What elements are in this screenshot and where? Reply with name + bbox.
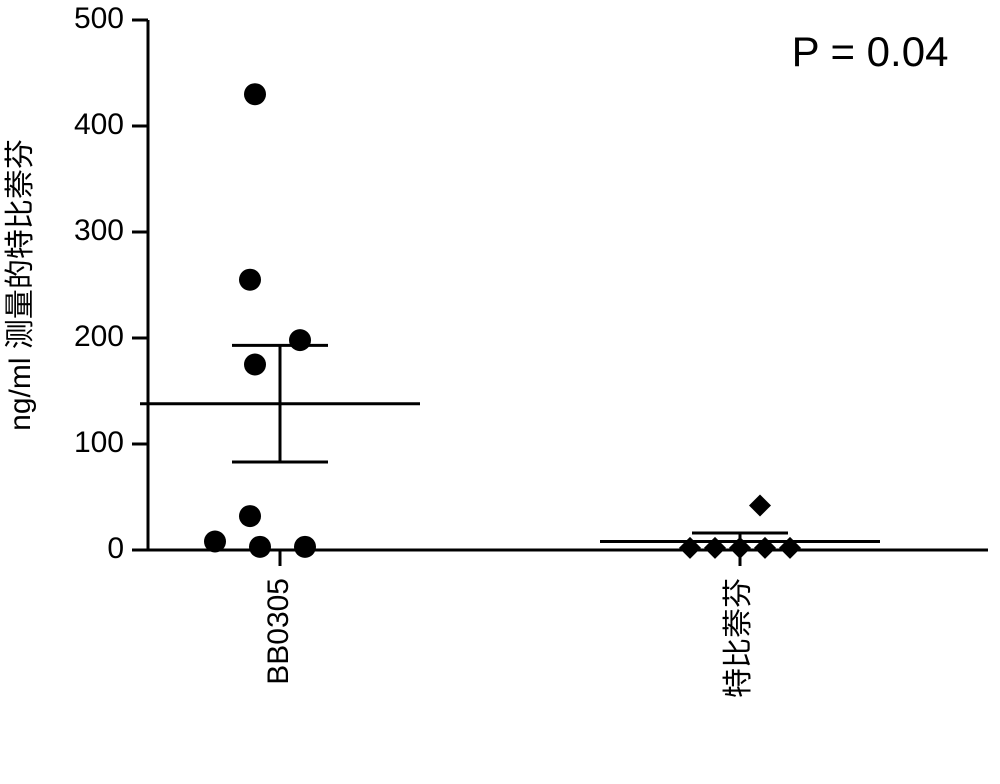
data-point <box>749 494 771 516</box>
scatter-chart: 0 100 200 300 400 500 ng/ml 测量的特比萘芬 BB0305 特比萘芬 P… <box>0 0 1000 784</box>
y-tick-label: 200 <box>74 320 124 353</box>
data-point <box>244 83 266 105</box>
data-point <box>239 505 261 527</box>
y-tick-label: 500 <box>74 2 124 35</box>
y-tick-label: 0 <box>107 532 124 565</box>
chart-container: { "chart": { "type": "scatter", "width":… <box>0 0 1000 784</box>
data-point <box>294 536 316 558</box>
y-tick-label: 100 <box>74 426 124 459</box>
y-tick-label: 300 <box>74 214 124 247</box>
data-point <box>239 269 261 291</box>
y-tick-label: 400 <box>74 108 124 141</box>
x-category-label: BB0305 <box>262 578 295 685</box>
y-axis-label: ng/ml 测量的特比萘芬 <box>4 139 37 431</box>
data-point <box>244 354 266 376</box>
data-point <box>249 536 271 558</box>
p-value-annotation: P = 0.04 <box>792 28 949 75</box>
data-point <box>289 329 311 351</box>
x-category-label: 特比萘芬 <box>722 578 755 698</box>
data-point <box>204 531 226 553</box>
